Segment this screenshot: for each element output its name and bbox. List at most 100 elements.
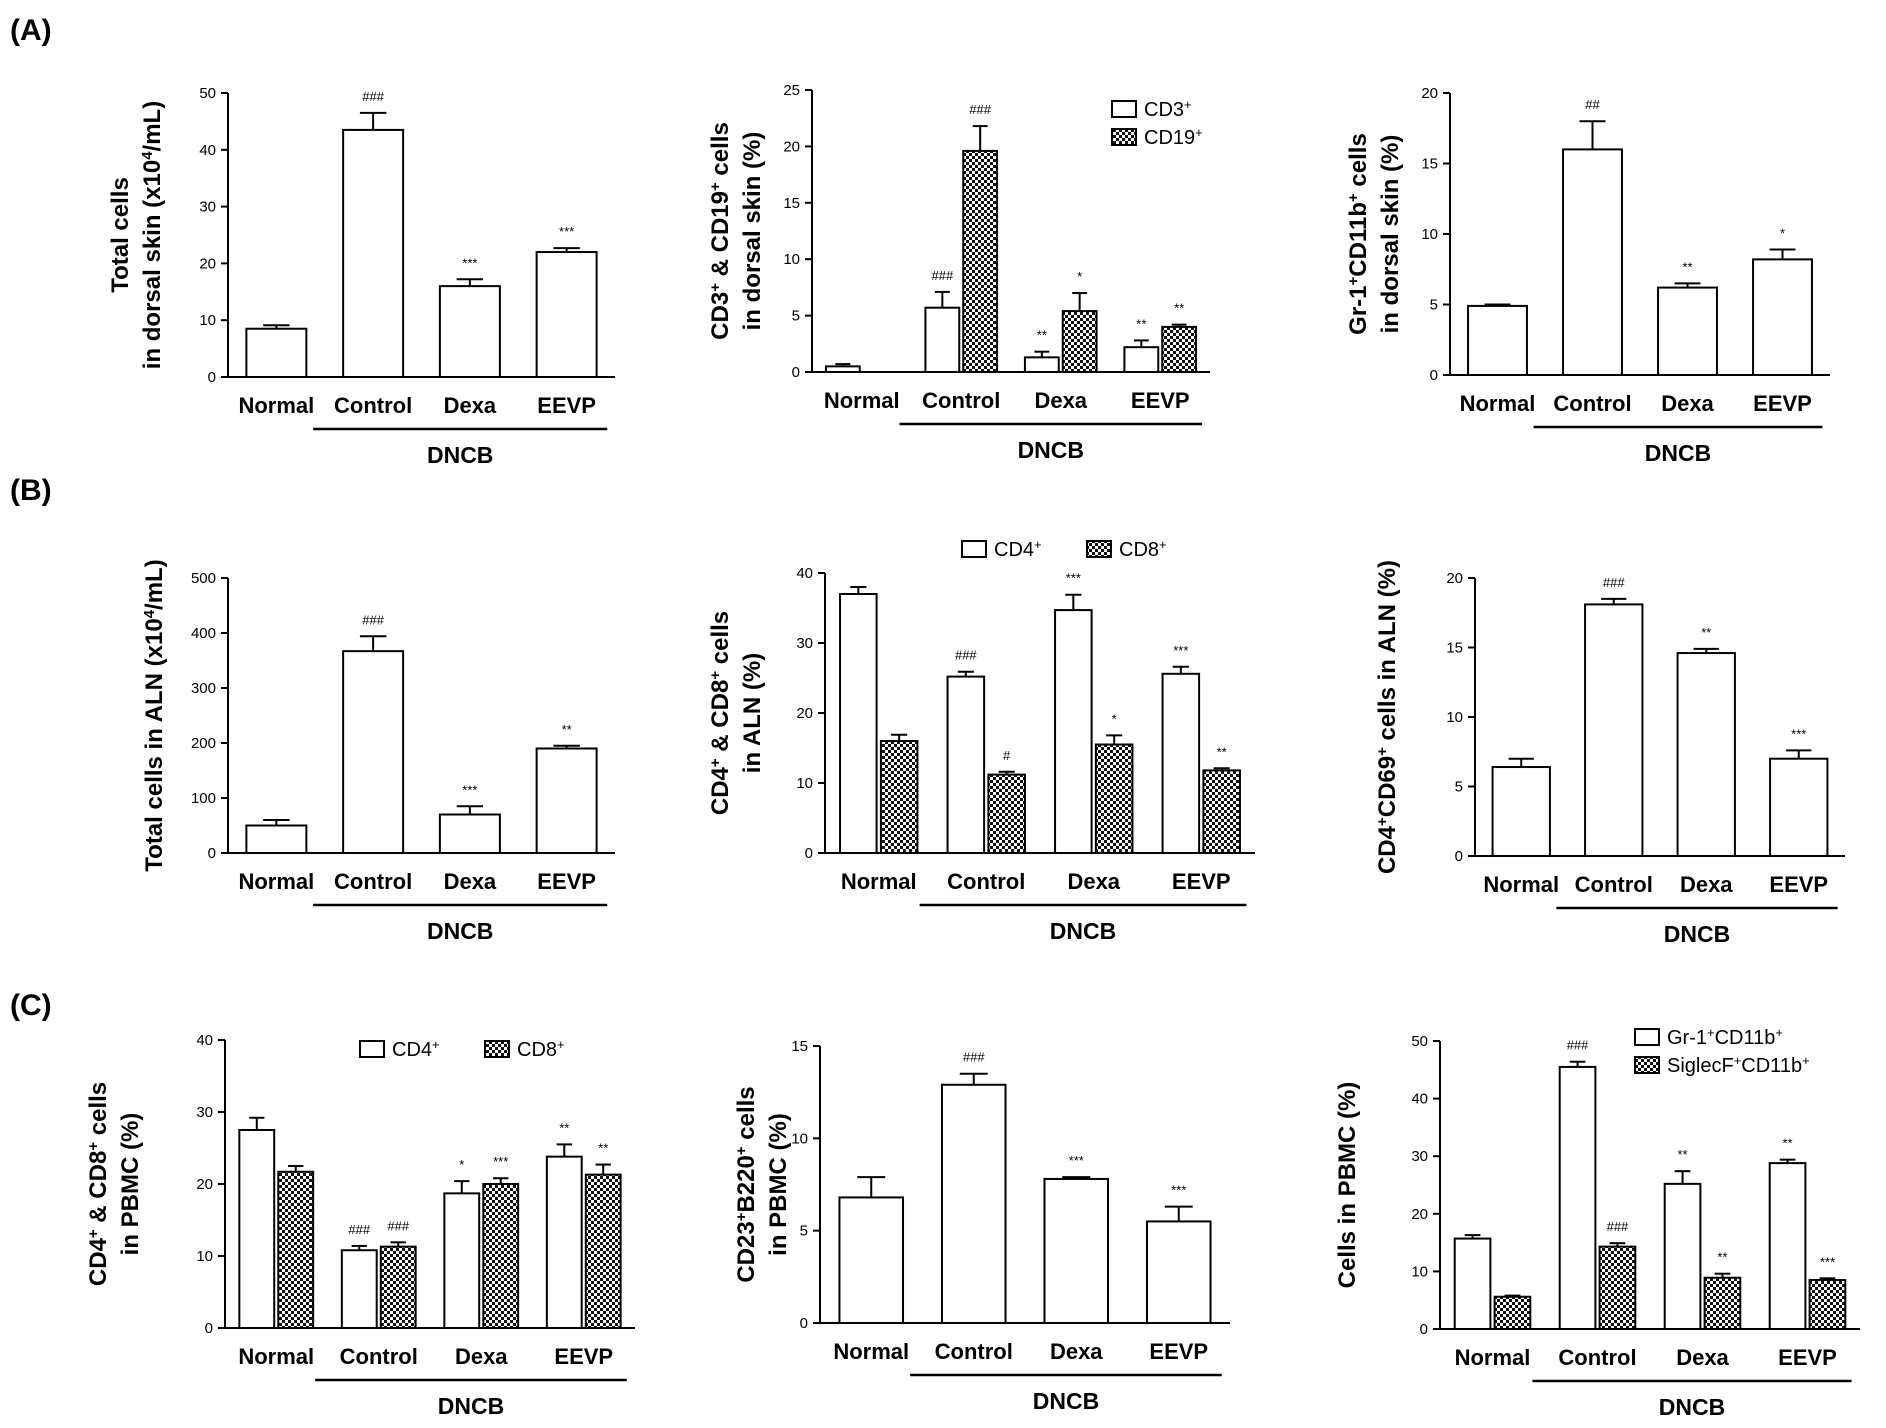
category-label-normal: Normal	[1483, 872, 1559, 897]
category-label-control: Control	[1575, 872, 1653, 897]
y-axis-label: in dorsal skin (%)	[1377, 135, 1404, 334]
y-tick-label: 5	[800, 1223, 808, 1240]
legend-label: SiglecF+CD11b+	[1667, 1053, 1810, 1078]
bar-dexa-s1	[482, 1183, 520, 1329]
legend-label: Gr-1+CD11b+	[1667, 1025, 1783, 1050]
category-label-control: Control	[334, 869, 412, 894]
y-axis-label: in ALN (%)	[739, 653, 766, 773]
category-label-eevp: EEVP	[1131, 388, 1190, 413]
bar-dexa	[1657, 286, 1718, 376]
significance-mark: **	[1217, 744, 1227, 759]
y-tick-label: 10	[791, 1130, 808, 1147]
y-tick-label: 15	[1446, 640, 1463, 657]
panel-label-c: (C)	[10, 989, 52, 1022]
y-axis-label: Total cells	[107, 177, 134, 293]
bar-control	[342, 128, 405, 378]
significance-mark: ***	[462, 782, 477, 797]
y-tick-label: 20	[196, 1176, 213, 1193]
y-tick-label: 30	[199, 199, 216, 216]
panel-label-a: (A)	[10, 14, 52, 47]
y-tick-label: 300	[191, 680, 216, 697]
y-axis-label: in PBMC (%)	[117, 1113, 144, 1256]
category-label-normal: Normal	[824, 388, 900, 413]
category-label-normal: Normal	[841, 869, 917, 894]
bar-eevp-s1	[584, 1173, 622, 1330]
bar-control	[940, 1083, 1007, 1325]
significance-mark: ***	[462, 255, 477, 270]
legend-label: CD19+	[1144, 125, 1203, 150]
legend: CD4+ CD8+	[961, 537, 1167, 561]
category-label-dexa: Dexa	[444, 393, 497, 418]
significance-mark: ###	[955, 648, 977, 663]
bar-normal-s0	[824, 365, 861, 373]
y-tick-label: 0	[805, 845, 813, 862]
bar-eevp-s0	[1768, 1162, 1807, 1331]
y-axis-label: in dorsal skin (x104/mL)	[139, 101, 167, 369]
y-tick-label: 15	[791, 1038, 808, 1055]
bar-normal-s1	[277, 1170, 315, 1330]
significance-mark: **	[562, 722, 572, 737]
legend: CD4+ CD8+	[359, 1037, 565, 1062]
y-tick-label: 10	[196, 1248, 213, 1265]
bar-dexa	[438, 285, 501, 378]
legend-swatch	[1634, 1056, 1660, 1074]
significance-mark: ###	[1567, 1038, 1589, 1053]
legend-swatch	[1634, 1028, 1660, 1046]
y-tick-label: 20	[796, 705, 813, 722]
significance-mark: *	[1077, 269, 1082, 284]
significance-mark: #	[1003, 748, 1011, 763]
y-tick-label: 40	[796, 565, 813, 582]
y-tick-label: 10	[1446, 709, 1463, 726]
y-tick-label: 100	[191, 790, 216, 807]
y-tick-label: 5	[792, 308, 800, 325]
significance-mark: ###	[931, 268, 953, 283]
y-tick-label: 5	[1430, 297, 1438, 314]
bar-dexa-s1	[1094, 743, 1134, 854]
group-label: DNCB	[1018, 437, 1084, 463]
legend-swatch	[1111, 100, 1137, 118]
category-label-control: Control	[334, 393, 412, 418]
y-tick-label: 40	[1411, 1091, 1428, 1108]
y-axis-label: CD4+CD69+ cells in ALN (%)	[1374, 560, 1402, 874]
bar-normal-s0	[839, 593, 878, 854]
bar-control-s1	[1598, 1245, 1637, 1330]
category-label-normal: Normal	[238, 393, 314, 418]
category-label-control: Control	[340, 1344, 418, 1369]
y-tick-label: 20	[199, 255, 216, 272]
category-label-control: Control	[922, 388, 1000, 413]
category-label-normal: Normal	[1455, 1345, 1531, 1370]
y-tick-label: 0	[1455, 848, 1463, 865]
bar-dexa-s1	[1061, 310, 1098, 374]
y-tick-label: 20	[1421, 85, 1438, 102]
bar-normal	[1491, 766, 1551, 857]
significance-mark: ###	[362, 89, 384, 104]
bar-dexa-s0	[1023, 356, 1060, 373]
bar-eevp	[1752, 258, 1813, 377]
y-tick-label: 30	[796, 635, 813, 652]
y-tick-label: 50	[199, 85, 216, 102]
group-label: DNCB	[1033, 1388, 1099, 1414]
group-label: DNCB	[1659, 1394, 1725, 1420]
significance-mark: **	[1782, 1136, 1792, 1151]
y-tick-label: 0	[1420, 1321, 1428, 1338]
chart-a3: 0 5 10 15 20 Normal ## Control ** Dexa * EEVP DNCB Gr…	[1345, 85, 1830, 466]
y-tick-label: 10	[199, 312, 216, 329]
y-tick-label: 20	[783, 138, 800, 155]
significance-mark: ***	[1069, 1153, 1084, 1168]
legend-label: CD4+	[392, 1037, 440, 1062]
significance-mark: ***	[1791, 726, 1806, 741]
group-label: DNCB	[1664, 921, 1730, 947]
significance-mark: ***	[1171, 1183, 1186, 1198]
y-tick-label: 0	[208, 845, 216, 862]
bar-dexa-s0	[1054, 609, 1093, 854]
legend-swatch	[1086, 540, 1112, 558]
category-label-control: Control	[947, 869, 1025, 894]
y-tick-label: 0	[800, 1315, 808, 1332]
category-label-eevp: EEVP	[1172, 869, 1231, 894]
significance-mark: ###	[1607, 1219, 1629, 1234]
chart-b3: 0 5 10 15 20 Normal ### Control ** Dexa *** EEVP DNC…	[1374, 560, 1845, 947]
category-label-control: Control	[1558, 1345, 1636, 1370]
category-label-eevp: EEVP	[1778, 1345, 1837, 1370]
significance-mark: **	[1136, 316, 1146, 331]
